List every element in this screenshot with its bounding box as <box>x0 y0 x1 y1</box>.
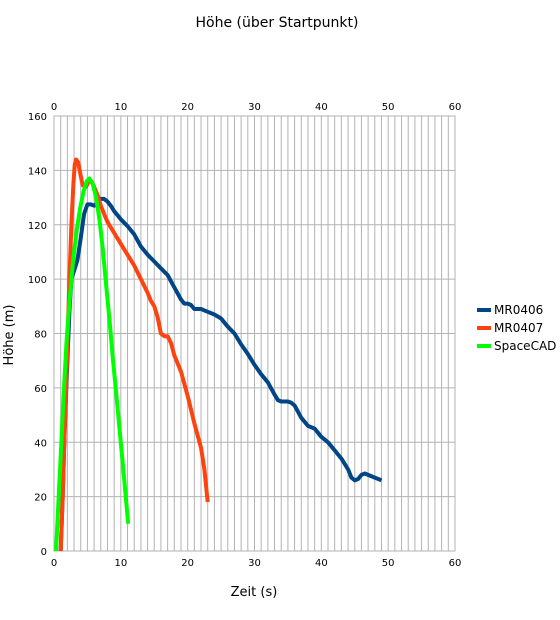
legend-label: MR0406 <box>494 303 543 317</box>
y-tick-label: 40 <box>34 438 47 449</box>
legend: MR0406 MR0407 SpaceCAD <box>477 303 556 353</box>
legend-label: SpaceCAD <box>494 339 556 353</box>
x-tick-label: 30 <box>248 558 261 569</box>
x-top-tick-label: 40 <box>315 102 328 113</box>
x-tick-label: 10 <box>114 558 127 569</box>
y-tick-label: 160 <box>28 112 47 123</box>
y-tick-label: 60 <box>34 384 47 395</box>
x-top-tick-label: 50 <box>382 102 395 113</box>
x-axis-label: Zeit (s) <box>231 585 278 600</box>
x-tick-label: 20 <box>181 558 194 569</box>
x-top-tick-label: 30 <box>248 102 261 113</box>
series-lines <box>54 157 383 552</box>
legend-label: MR0407 <box>494 321 543 335</box>
x-top-tick-label: 60 <box>449 102 462 113</box>
tick-labels: 0010102020303040405050606002040608010012… <box>28 102 461 569</box>
x-tick-label: 50 <box>382 558 395 569</box>
y-tick-label: 140 <box>28 166 47 177</box>
x-tick-label: 0 <box>51 558 57 569</box>
y-tick-label: 120 <box>28 221 47 232</box>
x-tick-label: 60 <box>449 558 462 569</box>
x-top-tick-label: 20 <box>181 102 194 113</box>
x-top-tick-label: 0 <box>51 102 57 113</box>
plot-frame <box>53 115 456 552</box>
y-tick-label: 20 <box>34 493 47 504</box>
legend-item: MR0406 <box>477 303 543 317</box>
grid <box>54 116 455 551</box>
legend-item: MR0407 <box>477 321 543 335</box>
chart-title: Höhe (über Startpunkt) <box>196 15 359 31</box>
y-tick-label: 0 <box>41 547 47 558</box>
x-tick-label: 40 <box>315 558 328 569</box>
legend-item: SpaceCAD <box>477 339 556 353</box>
y-tick-label: 80 <box>34 330 47 341</box>
series-line-mr0407 <box>58 157 210 552</box>
series-line-spacecad <box>54 176 131 552</box>
y-axis-label: Höhe (m) <box>2 305 17 366</box>
y-tick-label: 100 <box>28 275 47 286</box>
x-top-tick-label: 10 <box>114 102 127 113</box>
series-line-mr0406 <box>58 196 383 552</box>
